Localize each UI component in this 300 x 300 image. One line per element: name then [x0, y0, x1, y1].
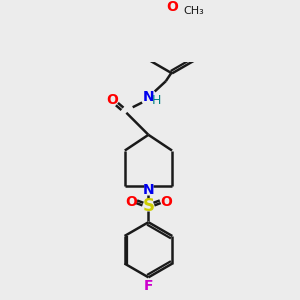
Text: O: O: [106, 93, 118, 107]
Text: O: O: [160, 195, 172, 209]
Text: N: N: [142, 183, 154, 197]
Text: CH₃: CH₃: [183, 6, 204, 16]
Text: N: N: [142, 90, 154, 104]
Text: F: F: [144, 279, 153, 293]
Text: O: O: [125, 195, 137, 209]
Text: H: H: [152, 94, 161, 107]
Text: O: O: [166, 0, 178, 14]
Text: S: S: [142, 197, 154, 215]
